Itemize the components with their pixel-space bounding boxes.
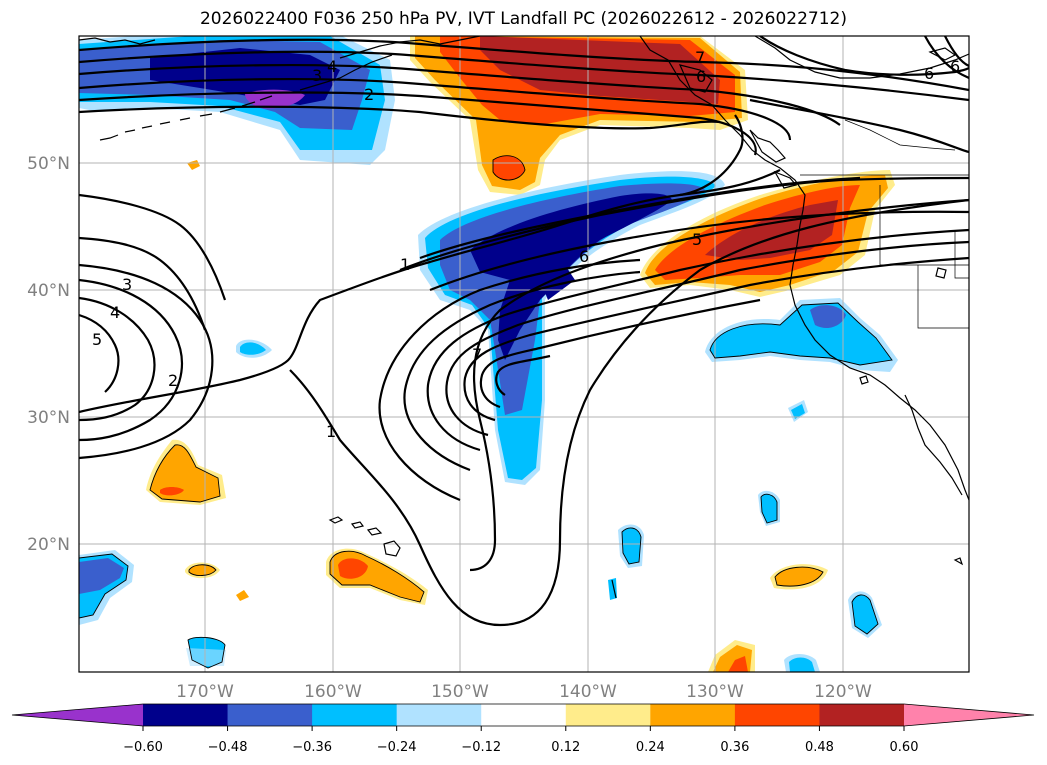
contour-label: 6 <box>696 67 706 86</box>
colorbar-tick-label: −0.24 <box>377 740 417 755</box>
lon-label: 130°W <box>686 682 744 702</box>
contour-label: 5 <box>692 230 702 249</box>
colorbar-segment <box>819 704 905 726</box>
colorbar-ticks: −0.60 −0.48 −0.36 −0.24 −0.12 0.12 0.24 0.36 0.4… <box>123 726 918 755</box>
lon-label: 120°W <box>814 682 872 702</box>
lon-label: 170°W <box>176 682 234 702</box>
contour-label: 5 <box>92 330 102 349</box>
lat-label: 40°N <box>27 281 70 301</box>
colorbar-segment <box>565 704 651 726</box>
colorbar-segment <box>650 704 736 726</box>
colorbar-segment <box>143 704 229 726</box>
contour-label: 1 <box>326 422 336 441</box>
map-frame <box>78 35 970 673</box>
colorbar-tick-label: 0.48 <box>805 740 834 755</box>
longitude-labels: 170°W 160°W 150°W 140°W 130°W 120°W <box>176 682 872 702</box>
contour-labels: 7 6 6 3 4 2 6 6 5 1 3 4 5 2 1 7 <box>92 48 960 441</box>
coastlines <box>79 36 969 599</box>
colorbar-segment <box>734 704 820 726</box>
contour-label: 2 <box>364 85 374 104</box>
colorbar-tick-label: −0.36 <box>292 740 332 755</box>
colorbar-segment <box>227 704 313 726</box>
contour-label: 3 <box>122 275 132 294</box>
colorbar-extend-left <box>12 704 143 726</box>
graticule <box>79 36 969 672</box>
lat-label: 20°N <box>27 535 70 555</box>
lon-label: 150°W <box>431 682 489 702</box>
colorbar-extend-right <box>904 704 1034 726</box>
contour-label: 3 <box>312 66 322 85</box>
lon-label: 140°W <box>559 682 617 702</box>
colorbar: −0.60 −0.48 −0.36 −0.24 −0.12 0.12 0.24 0.36 0.4… <box>11 703 1035 755</box>
contour-label: 7 <box>472 345 482 364</box>
map-title: 2026022400 F036 250 hPa PV, IVT Landfall… <box>199 9 847 29</box>
colorbar-segment <box>481 704 567 726</box>
colorbar-segment <box>396 704 482 726</box>
lat-label: 30°N <box>27 408 70 428</box>
colorbar-tick-label: −0.12 <box>461 740 501 755</box>
colorbar-segments <box>143 704 905 726</box>
lon-label: 160°W <box>304 682 362 702</box>
colorbar-tick-label: 0.60 <box>890 740 919 755</box>
colorbar-segment <box>312 704 398 726</box>
contour-label: 1 <box>400 255 410 274</box>
colorbar-tick-label: −0.60 <box>123 740 163 755</box>
contour-label: 6 <box>579 247 589 266</box>
contour-label: 4 <box>110 303 120 322</box>
shading-outlines <box>79 155 893 669</box>
colorbar-tick-label: 0.12 <box>551 740 580 755</box>
colorbar-tick-label: −0.48 <box>208 740 248 755</box>
contour-label: 6 <box>924 64 934 83</box>
latitude-labels: 50°N 40°N 30°N 20°N <box>27 154 70 555</box>
contour-label: 7 <box>695 48 705 67</box>
colorbar-tick-label: 0.24 <box>636 740 665 755</box>
pv-contours <box>79 36 969 627</box>
contour-label: 6 <box>950 57 960 76</box>
colorbar-tick-label: 0.36 <box>720 740 749 755</box>
contour-label: 4 <box>327 57 337 76</box>
contour-label: 2 <box>168 371 178 390</box>
lat-label: 50°N <box>27 154 70 174</box>
map-content: 7 6 6 3 4 2 6 6 5 1 3 4 5 2 1 7 <box>79 36 969 672</box>
